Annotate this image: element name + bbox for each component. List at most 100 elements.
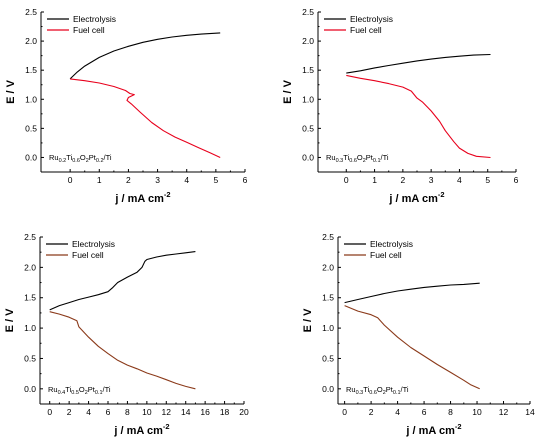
- x-tick-label: 0: [342, 407, 347, 417]
- sample-composition-label: Ru0.3Ti0.6O2Pt0.1/Ti: [346, 385, 409, 396]
- x-tick-label: 4: [86, 407, 91, 417]
- y-tick-label: 0.0: [322, 384, 334, 394]
- y-axis-label: E / V: [282, 79, 294, 104]
- subscript: 0.6: [349, 158, 357, 164]
- x-tick-label: 16: [200, 407, 210, 417]
- sample-text: Ru: [326, 153, 336, 162]
- sample-text: /Ti: [103, 385, 111, 394]
- x-tick-label: 12: [499, 407, 509, 417]
- y-tick-label: 2.5: [302, 7, 314, 17]
- x-tick-label: 20: [239, 407, 249, 417]
- x-tick-label: 14: [525, 407, 535, 417]
- x-axis-label-superscript: -2: [455, 422, 462, 431]
- subscript: 0.1: [95, 390, 103, 396]
- subscript: 2: [86, 158, 89, 164]
- legend-label: Fuel cell: [370, 250, 402, 260]
- subscript: 0.3: [356, 390, 364, 396]
- y-tick-label: 1.5: [322, 293, 334, 303]
- x-tick-label: 8: [125, 407, 130, 417]
- x-axis-label: j / mA cm-2: [114, 190, 170, 205]
- subscript: 2: [383, 390, 386, 396]
- series-line-fuel-cell: [70, 78, 221, 158]
- y-axis-label: E / V: [5, 79, 17, 104]
- y-tick-label: 2.5: [24, 232, 36, 242]
- x-axis-label: j / mA cm-2: [113, 422, 169, 437]
- sample-text: Pt: [89, 153, 97, 162]
- subscript: 0.6: [72, 158, 80, 164]
- sample-text: Ti: [363, 385, 369, 394]
- y-axis-label: E / V: [302, 308, 314, 333]
- series-line-electrolysis: [346, 53, 491, 74]
- sample-text: Ti: [66, 153, 72, 162]
- sample-text: /Ti: [381, 153, 389, 162]
- series-line-fuel-cell: [346, 74, 491, 159]
- x-tick-label: 4: [457, 175, 462, 185]
- sample-text: O: [79, 385, 85, 394]
- subscript: 0.3: [336, 158, 344, 164]
- x-tick-label: 10: [142, 407, 152, 417]
- y-tick-label: 1.0: [25, 94, 37, 104]
- sample-text: O: [357, 153, 363, 162]
- chart-panel-2: 0 1 2 3 4 5 6 0.0 0.5 1.0 1.5 2.0 2.5 E / V j / mA cm-…: [282, 7, 519, 205]
- y-tick-label: 0.0: [302, 152, 314, 162]
- y-tick-label: 2.5: [322, 232, 334, 242]
- subscript: 0.2: [96, 158, 104, 164]
- y-tick-label: 1.5: [25, 65, 37, 75]
- y-tick-label: 0.5: [25, 123, 37, 133]
- sample-text: Pt: [386, 385, 394, 394]
- x-tick-label: 6: [422, 407, 427, 417]
- series-line-fuel-cell: [49, 311, 196, 390]
- y-tick-label: 2.0: [322, 262, 334, 272]
- sample-composition-label: Ru0.2Ti0.6O2Pt0.2/Ti: [49, 153, 112, 164]
- x-tick-label: 14: [181, 407, 191, 417]
- x-tick-label: 0: [68, 175, 73, 185]
- series-line-electrolysis: [49, 251, 196, 311]
- x-axis-label-superscript: -2: [163, 422, 170, 431]
- subscript: 0.4: [58, 390, 66, 396]
- chart-panel-4: 0 2 4 6 8 10 12 14 0.0 0.5 1.0 1.5 2.0 2.5 E / V j / mA…: [302, 232, 535, 437]
- sample-composition-label: Ru0.3Ti0.6O2Pt0.1/Ti: [326, 153, 389, 164]
- x-tick-label: 6: [106, 407, 111, 417]
- x-axis-label-superscript: -2: [164, 190, 171, 199]
- series-line-electrolysis: [69, 32, 221, 80]
- subscript: 2: [85, 390, 88, 396]
- chart-panel-3: 0 2 4 6 8 10 12 14 16 18 20 0.0 0.5 1.0 1.5 2.0 2.5 E / V…: [4, 232, 249, 437]
- y-tick-label: 2.5: [25, 7, 37, 17]
- sample-text: Pt: [366, 153, 374, 162]
- sample-composition-label: Ru0.4Ti0.5O2Pt0.1/Ti: [48, 385, 111, 396]
- y-tick-label: 0.5: [24, 353, 36, 363]
- sample-text: O: [80, 153, 86, 162]
- legend-label: Electrolysis: [72, 239, 115, 249]
- x-tick-label: 1: [97, 175, 102, 185]
- x-tick-label: 4: [184, 175, 189, 185]
- x-tick-label: 3: [155, 175, 160, 185]
- y-tick-label: 1.0: [302, 94, 314, 104]
- sample-text: /Ti: [104, 153, 112, 162]
- x-axis-label-superscript: -2: [438, 190, 445, 199]
- subscript: 0.2: [59, 158, 67, 164]
- sample-text: Ru: [346, 385, 356, 394]
- x-tick-label: 0: [47, 407, 52, 417]
- legend-label: Fuel cell: [73, 25, 105, 35]
- x-axis-label: j / mA cm-2: [388, 190, 444, 205]
- y-tick-label: 1.0: [322, 323, 334, 333]
- x-tick-label: 6: [514, 175, 519, 185]
- x-tick-label: 1: [372, 175, 377, 185]
- sample-text: Ti: [65, 385, 71, 394]
- x-tick-label: 0: [344, 175, 349, 185]
- x-tick-label: 2: [126, 175, 131, 185]
- y-tick-label: 2.0: [24, 262, 36, 272]
- y-tick-label: 0.5: [302, 123, 314, 133]
- y-tick-label: 0.0: [24, 384, 36, 394]
- y-tick-label: 2.0: [25, 36, 37, 46]
- y-axis-label: E / V: [4, 308, 16, 333]
- sample-text: Ti: [343, 153, 349, 162]
- x-axis-label: j / mA cm-2: [405, 422, 461, 437]
- sample-text: Ru: [49, 153, 59, 162]
- legend-label: Fuel cell: [72, 250, 104, 260]
- sample-text: Pt: [88, 385, 96, 394]
- series-line-electrolysis: [344, 282, 480, 304]
- x-tick-label: 4: [395, 407, 400, 417]
